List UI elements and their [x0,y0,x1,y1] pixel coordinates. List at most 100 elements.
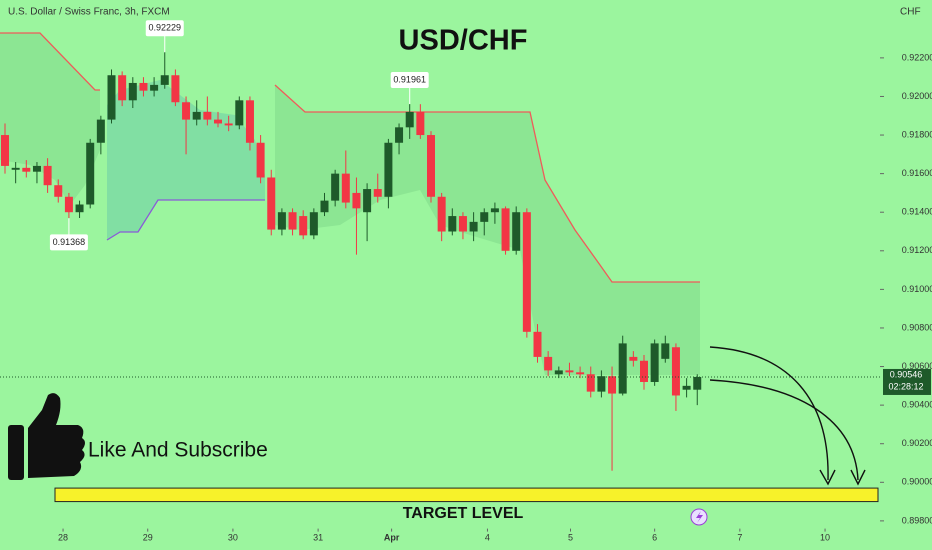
candle-body [352,192,361,209]
y-tick-label: 0.91000 [902,284,932,294]
arrow [709,379,859,481]
x-tick-label: 30 [228,532,238,542]
candle-body [554,370,563,375]
candle-body [1,135,10,166]
candle-body [267,177,276,230]
candle-body [96,119,105,143]
candle-body [544,356,553,371]
y-tick-label: 0.91600 [902,168,932,178]
candle-body [597,376,606,392]
candle-body [150,84,159,91]
annotation-label: 0.92229 [148,23,181,33]
x-tick-label: 6 [652,532,657,542]
target-label: TARGET LEVEL [403,505,524,522]
y-tick-label: 0.91200 [902,245,932,255]
candle-body [331,173,340,201]
y-tick-label: 0.90800 [902,322,932,332]
candle-body [671,347,680,396]
candle-body [64,196,73,213]
resistance-line [274,84,700,283]
candle-body [416,111,425,136]
y-tick-label: 0.90600 [902,361,932,371]
target-band [54,487,879,503]
candle-body [395,127,404,143]
y-tick-label: 0.92000 [902,91,932,101]
x-tick-label: 29 [143,532,153,542]
candle-body [586,374,595,392]
candle-body [629,356,638,361]
candle-body [639,360,648,382]
event-icon [690,508,708,526]
support-line [106,199,265,241]
y-tick-label: 0.90400 [902,400,932,410]
candle-body [693,376,702,390]
annotation-label: 0.91368 [53,237,86,247]
candle-body [469,221,478,232]
candle-body [309,212,318,236]
candle-body [256,142,265,178]
x-tick-label: 28 [58,532,68,542]
chart-title: USD/CHF [399,25,528,57]
candle-body [682,385,691,390]
candle-body [299,216,308,236]
candle-body [512,212,521,251]
candle-body [363,189,372,213]
candle-body [235,100,244,126]
candle-body [160,75,169,85]
x-tick-label: 5 [568,532,573,542]
cloud [0,33,100,205]
y-tick-label: 0.91800 [902,129,932,139]
y-tick-label: 0.91400 [902,207,932,217]
candle-body [203,111,212,120]
x-tick-label: 10 [820,532,830,542]
candle-body [139,82,148,91]
candle-body [182,102,191,120]
x-tick-label: 31 [313,532,323,542]
candle-body [373,189,382,197]
last-price-box [883,368,931,395]
candle-body [427,135,436,197]
candle-body [192,111,201,120]
annotation-label: 0.91961 [393,74,426,84]
candle-body [277,212,286,230]
cta-text: Like And Subscribe [88,439,268,462]
candle-body [341,173,350,203]
candle-body [480,212,489,222]
candle-body [43,165,52,186]
candle-body [32,165,41,172]
candle-body [405,111,414,128]
candle-body [565,370,574,373]
x-tick-label: Apr [384,532,400,542]
candle-body [576,372,585,375]
arrow-head [850,469,866,486]
candle-body [54,185,63,197]
thumbs-up-icon [8,393,85,480]
candle-body [661,343,670,359]
candle-body [320,200,329,213]
x-tick-label: 7 [737,532,742,542]
candle-body [22,167,31,172]
candle-body [458,216,467,232]
candle-body [490,208,499,213]
resistance-line [0,32,100,91]
last-price-label: 0.90546 [890,369,923,379]
candle-body [128,82,137,101]
candle-body [448,216,457,232]
candle-body [618,343,627,394]
countdown: 02:28:12 [888,381,923,391]
candle-body [650,343,659,382]
header: U.S. Dollar / Swiss Franc, 3h, FXCM [8,7,170,18]
candle-body [608,376,617,394]
candle-body [384,142,393,197]
candle-body [75,204,84,213]
candle-body [11,167,20,170]
candle-body [214,119,223,124]
arrow-head [819,469,836,486]
x-tick-label: 4 [485,532,490,542]
candle-body [437,196,446,232]
candle-body [107,75,116,120]
annotation-box [145,20,184,37]
candle-body [533,331,542,357]
candle-body [118,75,127,101]
candle-body [288,212,297,230]
